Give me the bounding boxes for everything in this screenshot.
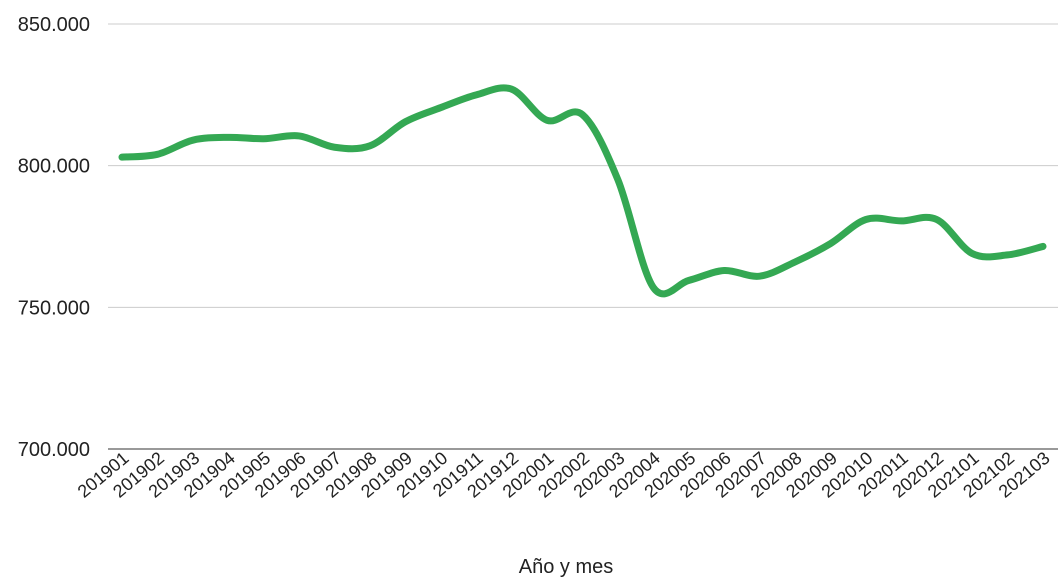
- y-tick-label: 750.000: [18, 297, 90, 319]
- data-point-202006: [721, 268, 727, 274]
- data-point-201908: [367, 143, 373, 149]
- data-point-201906: [296, 133, 302, 139]
- data-point-201907: [332, 144, 338, 150]
- data-point-202008: [792, 259, 798, 265]
- data-point-202009: [827, 241, 833, 247]
- data-point-202101: [969, 251, 975, 257]
- data-point-201912: [509, 86, 515, 92]
- data-point-202004: [650, 285, 656, 291]
- data-point-201901: [119, 154, 125, 160]
- data-point-202005: [686, 277, 692, 283]
- series-line: [118, 84, 1047, 298]
- data-point-201905: [261, 136, 267, 142]
- data-point-202002: [580, 112, 586, 118]
- y-tick-label: 850.000: [18, 14, 90, 36]
- series-layer: [118, 84, 1047, 298]
- data-point-202102: [1005, 252, 1011, 258]
- data-point-201903: [190, 137, 196, 143]
- y-tick-label: 800.000: [18, 156, 90, 178]
- data-point-202011: [898, 218, 904, 224]
- data-point-201904: [225, 134, 231, 140]
- data-point-201909: [402, 119, 408, 125]
- data-point-202103: [1040, 243, 1046, 249]
- x-axis-ticks: 2019012019022019032019042019052019062019…: [74, 448, 1054, 502]
- data-point-202012: [934, 217, 940, 223]
- x-axis-title: Año y mes: [519, 556, 613, 578]
- data-point-202010: [863, 217, 869, 223]
- y-axis-ticks: 700.000 750.000 800.000 850.000: [18, 14, 90, 461]
- data-point-202001: [544, 117, 550, 123]
- data-point-202007: [757, 273, 763, 279]
- y-tick-label: 700.000: [18, 439, 90, 461]
- data-point-202003: [615, 177, 621, 183]
- data-point-201911: [473, 92, 479, 98]
- data-point-201910: [438, 105, 444, 111]
- data-point-201902: [154, 151, 160, 157]
- gridlines: [108, 23, 1058, 450]
